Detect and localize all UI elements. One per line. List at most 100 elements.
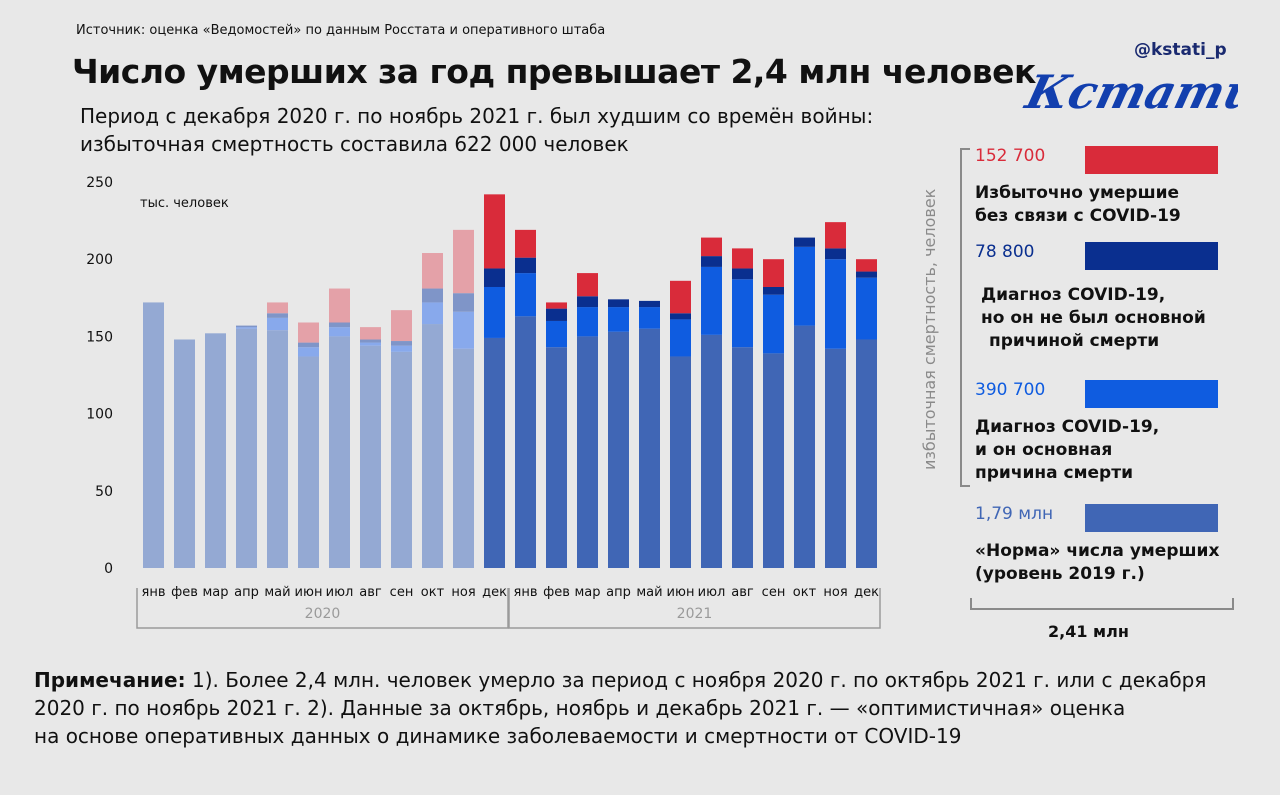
year-group-label: 2021: [677, 606, 713, 622]
legend-label: Диагноз COVID-19, но он не был основной …: [981, 284, 1231, 353]
bar-segment-s0: [856, 339, 877, 568]
legend-label-line: Диагноз COVID-19,: [975, 417, 1160, 437]
bar-segment-s2: [267, 313, 288, 318]
bar-segment-s1: [856, 277, 877, 340]
legend-label-line: но он не был основной: [981, 308, 1206, 328]
x-tick-label: май: [264, 585, 290, 600]
bar-segment-s1: [515, 273, 536, 317]
y-tick-label: 150: [86, 329, 113, 345]
x-tick-label: дек: [854, 585, 879, 600]
bar-segment-s1: [825, 259, 846, 349]
bar-segment-s1: [732, 279, 753, 348]
bar-segment-s0: [670, 356, 691, 568]
legend-label: Избыточно умершие без связи с COVID-19: [975, 182, 1225, 228]
bar-segment-s1: [422, 302, 443, 325]
legend-bracket-vertical: [960, 148, 970, 487]
bar-segment-s2: [515, 257, 536, 274]
social-handle: @kstati_p: [1134, 40, 1227, 60]
x-tick-label: май: [636, 585, 662, 600]
bar-segment-s3: [546, 302, 567, 309]
x-tick-label: янв: [142, 585, 166, 600]
legend-label-line: без связи с COVID-19: [975, 206, 1181, 226]
bar-segment-s0: [515, 316, 536, 568]
legend-label-line: «Норма» числа умерших: [975, 541, 1220, 561]
bar-segment-s3: [763, 259, 784, 287]
subtitle-line-1: Период с декабря 2020 г. по ноябрь 2021 …: [80, 104, 874, 128]
bar-segment-s2: [453, 293, 474, 312]
bar-segment-s3: [422, 253, 443, 289]
legend-swatch: [1085, 242, 1218, 270]
x-tick-label: мар: [202, 585, 228, 600]
x-tick-label: авг: [731, 585, 754, 600]
year-group-label: 2020: [305, 606, 341, 622]
bar-segment-s1: [453, 311, 474, 349]
x-tick-label: июн: [667, 585, 695, 600]
x-tick-label: июл: [698, 585, 726, 600]
footnote-text: 1). Более 2,4 млн. человек умерло за пер…: [185, 668, 1207, 692]
bar-segment-s0: [484, 337, 505, 568]
x-tick-label: окт: [421, 585, 445, 600]
footnote-lead: Примечание:: [34, 668, 186, 692]
legend-value: 78 800: [975, 242, 1035, 262]
bar-segment-s0: [267, 330, 288, 568]
bar-segment-s2: [639, 300, 660, 308]
bar-segment-s2: [794, 237, 815, 247]
footnote: Примечание: 1). Более 2,4 млн. человек у…: [34, 666, 1264, 750]
bar-segment-s3: [484, 194, 505, 269]
x-tick-label: июл: [326, 585, 354, 600]
bar-segment-s3: [577, 273, 598, 297]
x-tick-label: апр: [606, 585, 631, 600]
legend-label: «Норма» числа умерших (уровень 2019 г.): [975, 540, 1225, 586]
bar-segment-s1: [546, 320, 567, 348]
bar-segment-s3: [360, 327, 381, 340]
bar-segment-s2: [763, 286, 784, 295]
footnote-line-3: на основе оперативных данных о динамике …: [34, 724, 962, 748]
bar-segment-s1: [608, 307, 629, 332]
legend-swatch: [1085, 380, 1218, 408]
bar-segment-s1: [794, 246, 815, 326]
year-group-bracket: [508, 588, 881, 629]
bar-segment-s2: [732, 268, 753, 280]
page-title: Число умерших за год превышает 2,4 млн ч…: [72, 52, 1036, 91]
bar-segment-s2: [329, 322, 350, 328]
bar-segment-s3: [453, 229, 474, 294]
bar-segment-s2: [236, 325, 257, 328]
bar-segment-s2: [825, 248, 846, 260]
legend-label-line: Избыточно умершие: [975, 183, 1180, 203]
legend-label-line: Диагноз COVID-19,: [981, 285, 1166, 305]
bar-segment-s2: [484, 268, 505, 287]
bar-segment-s0: [825, 348, 846, 568]
bar-segment-s0: [453, 348, 474, 568]
legend-label-line: и он основная: [975, 440, 1113, 460]
bar-segment-s2: [391, 341, 412, 346]
bar-segment-s0: [298, 356, 319, 568]
bar-segment-s3: [670, 280, 691, 314]
source-note: Источник: оценка «Ведомостей» по данным …: [76, 23, 606, 38]
brand-logo: Кстати,: [1019, 66, 1238, 120]
bar-segment-s2: [360, 339, 381, 343]
bar-segment-s1: [639, 307, 660, 329]
bar-segment-s3: [267, 302, 288, 314]
x-tick-label: фев: [543, 585, 570, 600]
x-tick-label: авг: [359, 585, 382, 600]
y-tick-label: 100: [86, 407, 113, 423]
bar-segment-s0: [608, 331, 629, 568]
bar-segment-s1: [391, 345, 412, 352]
legend-label-line: причиной смерти: [989, 331, 1160, 351]
bar-segment-s0: [546, 347, 567, 568]
x-tick-label: окт: [793, 585, 817, 600]
unit-label: тыс. человек: [140, 196, 229, 211]
bar-segment-s2: [856, 271, 877, 278]
y-tick-label: 250: [86, 175, 113, 191]
bar-segment-s1: [763, 294, 784, 354]
legend-bracket-horizontal: [970, 598, 1234, 610]
bar-segment-s0: [391, 351, 412, 568]
legend-label-line: (уровень 2019 г.): [975, 564, 1145, 584]
legend-swatch: [1085, 146, 1218, 174]
bar-segment-s2: [670, 313, 691, 320]
bar-segment-s2: [422, 288, 443, 303]
bar-segment-s0: [732, 347, 753, 568]
bar-segment-s0: [205, 333, 226, 568]
bar-segment-s0: [577, 336, 598, 568]
y-tick-label: 0: [104, 561, 113, 577]
